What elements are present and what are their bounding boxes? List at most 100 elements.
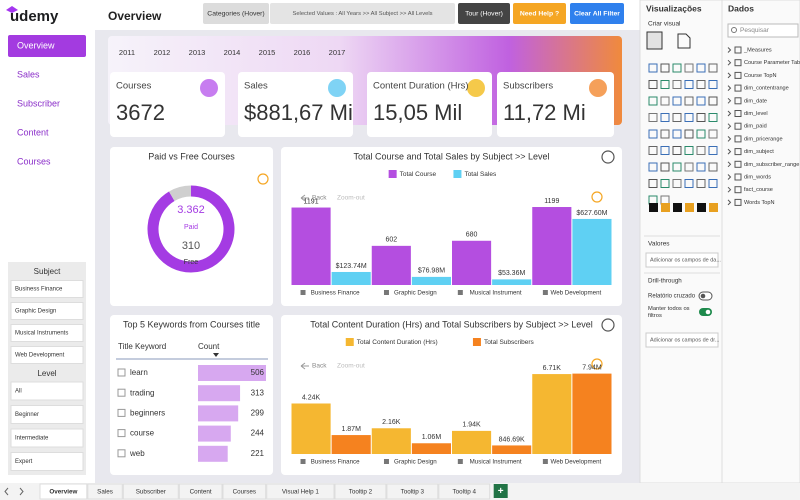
header-button[interactable] <box>513 3 566 24</box>
header-button[interactable] <box>458 3 510 24</box>
visual-icon[interactable] <box>708 80 718 89</box>
slicer-item-label[interactable]: Musical Instruments <box>15 331 68 337</box>
toolbar-button[interactable]: Back <box>312 195 327 202</box>
toolbar-button[interactable]: Zoom-out <box>337 195 365 202</box>
visual-icon[interactable] <box>696 146 706 155</box>
visual-icon[interactable] <box>648 63 658 73</box>
tab-scroll[interactable] <box>4 487 24 496</box>
expand-chevron[interactable] <box>727 85 732 91</box>
visual-icon[interactable] <box>672 146 682 155</box>
button-label[interactable]: Clear All Filter <box>574 10 620 17</box>
tab-label[interactable]: Visual Help 1 <box>282 489 319 496</box>
tab-label[interactable]: Overview <box>49 489 77 496</box>
help-icon[interactable] <box>601 318 615 332</box>
custom-visual-icon[interactable] <box>709 203 718 212</box>
field-item[interactable]: dim_pricerange <box>744 136 783 142</box>
field-item[interactable]: fact_course <box>744 187 773 193</box>
visual-icon[interactable] <box>708 162 718 172</box>
tab-label[interactable]: Tooltip 3 <box>401 489 425 496</box>
visual-icon[interactable] <box>684 63 694 73</box>
visual-icon[interactable] <box>648 113 658 122</box>
visual-icon[interactable] <box>648 129 658 139</box>
expand-chevron[interactable] <box>727 148 732 155</box>
slicer-item[interactable] <box>10 324 84 342</box>
expand-chevron[interactable] <box>727 136 732 142</box>
visual-icon[interactable] <box>708 96 718 106</box>
column-header[interactable]: Title Keyword <box>118 342 166 351</box>
slicer-item-label[interactable]: All <box>15 389 22 395</box>
expand-chevron[interactable] <box>727 186 732 193</box>
visual-icon[interactable] <box>684 179 694 188</box>
visual-icon[interactable] <box>708 129 718 139</box>
visual-icon[interactable] <box>708 146 718 155</box>
nav-item[interactable]: Subscriber <box>17 98 60 108</box>
slicer-item[interactable] <box>10 428 84 448</box>
year-button[interactable]: 2012 <box>154 48 171 57</box>
tab-label[interactable]: Subscriber <box>136 489 166 496</box>
visual-icon[interactable] <box>696 63 706 73</box>
custom-visual-icon[interactable] <box>673 203 682 212</box>
toolbar-button[interactable]: Zoom-out <box>337 363 365 370</box>
field-item[interactable]: dim_date <box>744 98 767 104</box>
nav-item[interactable]: Courses <box>17 156 51 166</box>
visual-icon[interactable] <box>660 96 670 106</box>
toolbar-button[interactable]: Back <box>312 363 327 370</box>
slicer-item[interactable] <box>10 346 84 364</box>
page-tab[interactable] <box>266 483 335 500</box>
visual-icon[interactable] <box>684 129 694 139</box>
help-icon[interactable] <box>601 150 615 164</box>
visual-icon[interactable] <box>660 63 670 73</box>
search-box[interactable] <box>727 23 799 38</box>
year-button[interactable]: 2013 <box>189 48 206 57</box>
year-button[interactable]: 2014 <box>224 48 241 57</box>
format-icon[interactable] <box>677 33 691 49</box>
visual-icon[interactable] <box>696 96 706 106</box>
field-well[interactable] <box>645 332 719 348</box>
page-tab[interactable] <box>39 483 88 500</box>
visual-icon[interactable] <box>660 113 670 122</box>
visual-icon[interactable] <box>648 80 658 89</box>
visual-icon[interactable] <box>648 96 658 106</box>
expand-chevron[interactable] <box>727 161 732 168</box>
button-label[interactable]: Selected Values : All Years >> All Subje… <box>292 11 432 17</box>
slicer-item[interactable] <box>10 452 84 471</box>
visual-icon[interactable] <box>684 146 694 155</box>
visual-icon[interactable] <box>672 96 682 106</box>
column-header[interactable]: Count <box>198 342 220 351</box>
field-item[interactable]: Course TopN <box>744 73 777 79</box>
visual-icon[interactable] <box>672 80 682 89</box>
year-button[interactable]: 2015 <box>259 48 276 57</box>
visual-icon[interactable] <box>648 179 658 188</box>
visual-icon[interactable] <box>708 179 718 188</box>
year-button[interactable]: 2016 <box>294 48 311 57</box>
visual-icon[interactable] <box>708 113 718 122</box>
slicer-item-label[interactable]: Expert <box>15 459 33 465</box>
slicer-item[interactable] <box>10 405 84 424</box>
slicer-item-label[interactable]: Web Development <box>15 353 65 359</box>
back-arrow[interactable] <box>300 194 309 202</box>
header-button[interactable] <box>570 3 624 24</box>
slicer-item[interactable] <box>10 280 84 298</box>
visual-icon[interactable] <box>672 129 682 139</box>
help-icon[interactable] <box>257 173 269 185</box>
add-tab-button[interactable] <box>493 484 508 498</box>
field-item[interactable]: Words TopN <box>744 200 775 206</box>
visual-icon[interactable] <box>672 179 682 188</box>
slicer-item-label[interactable]: Intermediate <box>15 436 49 442</box>
nav-item[interactable]: Sales <box>17 69 40 79</box>
slicer-item-label[interactable]: Business Finance <box>15 287 63 293</box>
back-arrow[interactable] <box>300 362 309 370</box>
page-tab[interactable] <box>122 483 179 500</box>
visual-icon[interactable] <box>684 96 694 106</box>
field-item[interactable]: dim_subscriber_range <box>744 162 799 168</box>
nav-active[interactable] <box>8 35 86 57</box>
expand-chevron[interactable] <box>727 174 732 180</box>
slicer-item-label[interactable]: Beginner <box>15 412 39 418</box>
expand-chevron[interactable] <box>727 97 732 104</box>
visual-icon[interactable] <box>708 63 718 73</box>
visual-icon[interactable] <box>660 146 670 155</box>
visual-icon[interactable] <box>660 129 670 139</box>
tab-label[interactable]: Sales <box>97 489 113 496</box>
expand-chevron[interactable] <box>727 47 732 53</box>
help-icon[interactable] <box>591 191 603 203</box>
